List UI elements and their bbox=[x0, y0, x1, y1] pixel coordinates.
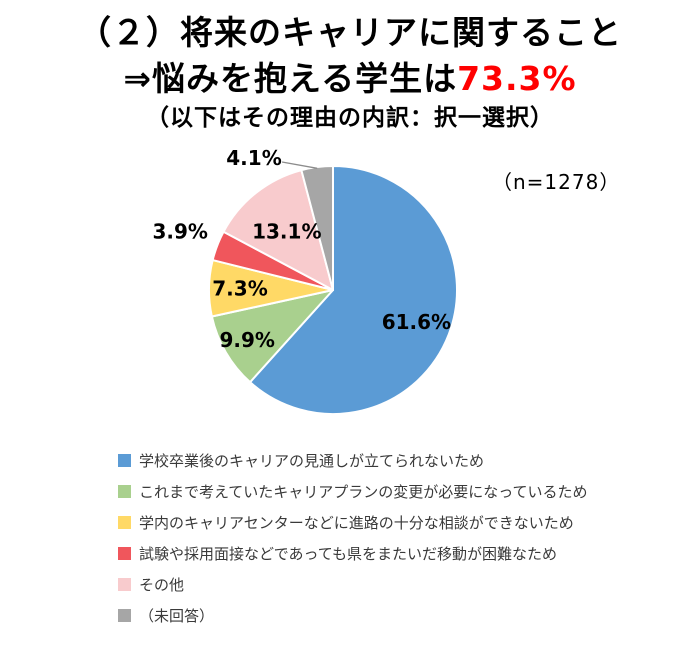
pie-slice-4 bbox=[222, 168, 334, 291]
page-title-line-1: （２）将来のキャリアに関すること bbox=[78, 13, 622, 52]
legend: 学校卒業後のキャリアの見通しが立てられないためこれまで考えていたキャリアプランの… bbox=[118, 450, 700, 626]
pie-chart-svg: 61.6% 9.9% 7.3% 3.9% 13.1% 4.1% bbox=[152, 146, 458, 415]
legend-swatch-3 bbox=[118, 546, 131, 560]
slice-percentage-label-1: 9.9% bbox=[219, 327, 274, 351]
legend-item-0: 学校卒業後のキャリアの見通しが立てられないため bbox=[118, 450, 700, 471]
legend-label-3: 試験や採用面接などであっても県をまたいだ移動が困難なため bbox=[139, 544, 558, 563]
legend-label-5: （未回答） bbox=[139, 606, 215, 625]
chart-area: 61.6% 9.9% 7.3% 3.9% 13.1% 4.1% （n=1278） bbox=[0, 144, 700, 444]
title-line-2-text: ⇒悩みを抱える学生は bbox=[123, 58, 458, 98]
legend-label-1: これまで考えていたキャリアプランの変更が必要になっているため bbox=[139, 482, 588, 501]
slice-percentage-label-0: 61.6% bbox=[382, 310, 451, 334]
legend-swatch-0 bbox=[118, 453, 131, 467]
slice-percentage-label-2: 7.3% bbox=[212, 276, 267, 300]
page-title-line-2: ⇒悩みを抱える学生は73.3% bbox=[0, 56, 700, 102]
title-highlight-percentage: 73.3% bbox=[457, 58, 577, 98]
pie-slice-1 bbox=[210, 288, 334, 383]
pie-slice-5 bbox=[300, 164, 334, 291]
chart-subtitle: （以下はその理由の内訳：択一選択） bbox=[146, 105, 554, 132]
slice-percentage-label-3: 3.9% bbox=[152, 219, 207, 243]
legend-label-0: 学校卒業後のキャリアの見通しが立てられないため bbox=[139, 451, 485, 470]
legend-swatch-4 bbox=[118, 577, 131, 591]
label-leader-line bbox=[281, 160, 318, 169]
legend-item-2: 学内のキャリアセンターなどに進路の十分な相談ができないため bbox=[118, 512, 700, 533]
slice-percentage-label-5: 4.1% bbox=[226, 146, 281, 170]
legend-label-4: その他 bbox=[139, 575, 185, 594]
legend-item-3: 試験や採用面接などであっても県をまたいだ移動が困難なため bbox=[118, 543, 700, 564]
legend-item-5: （未回答） bbox=[118, 605, 700, 626]
legend-item-1: これまで考えていたキャリアプランの変更が必要になっているため bbox=[118, 481, 700, 502]
title-block: （２）将来のキャリアに関すること ⇒悩みを抱える学生は73.3% （以下はその理… bbox=[0, 0, 700, 136]
slice-percentage-label-4: 13.1% bbox=[252, 219, 321, 243]
legend-item-4: その他 bbox=[118, 574, 700, 595]
legend-swatch-1 bbox=[118, 484, 131, 498]
pie-slice-0 bbox=[249, 164, 458, 415]
sample-size-label: （n=1278） bbox=[492, 169, 621, 194]
legend-label-2: 学内のキャリアセンターなどに進路の十分な相談ができないため bbox=[139, 513, 574, 532]
legend-swatch-5 bbox=[118, 608, 131, 622]
legend-swatch-2 bbox=[118, 515, 131, 529]
